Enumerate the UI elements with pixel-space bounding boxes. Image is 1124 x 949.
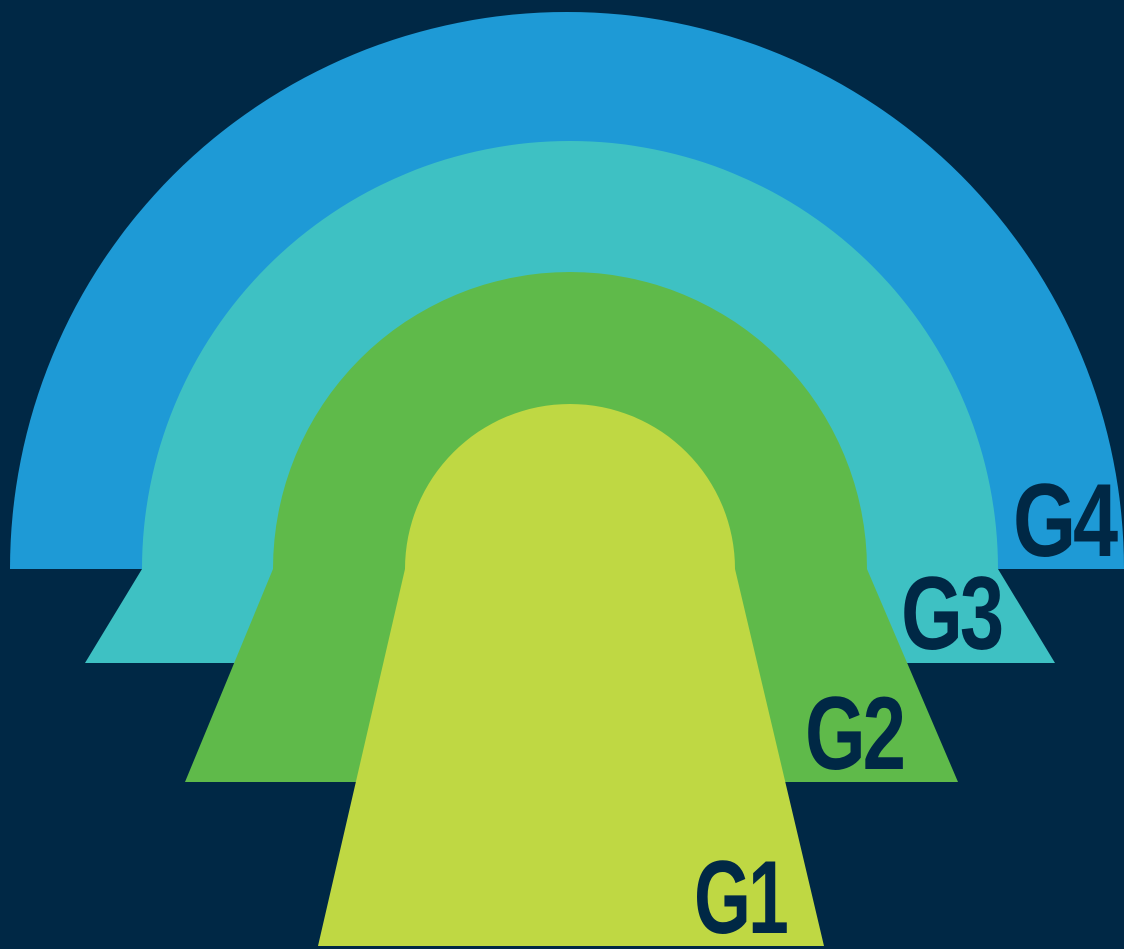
layer-g4-label: G4 <box>1013 463 1118 579</box>
layer-g2-label: G2 <box>805 676 903 792</box>
layer-g3-label: G3 <box>901 556 1002 672</box>
layer-g1-shape <box>318 404 824 946</box>
layer-g1-label: G1 <box>694 840 787 949</box>
